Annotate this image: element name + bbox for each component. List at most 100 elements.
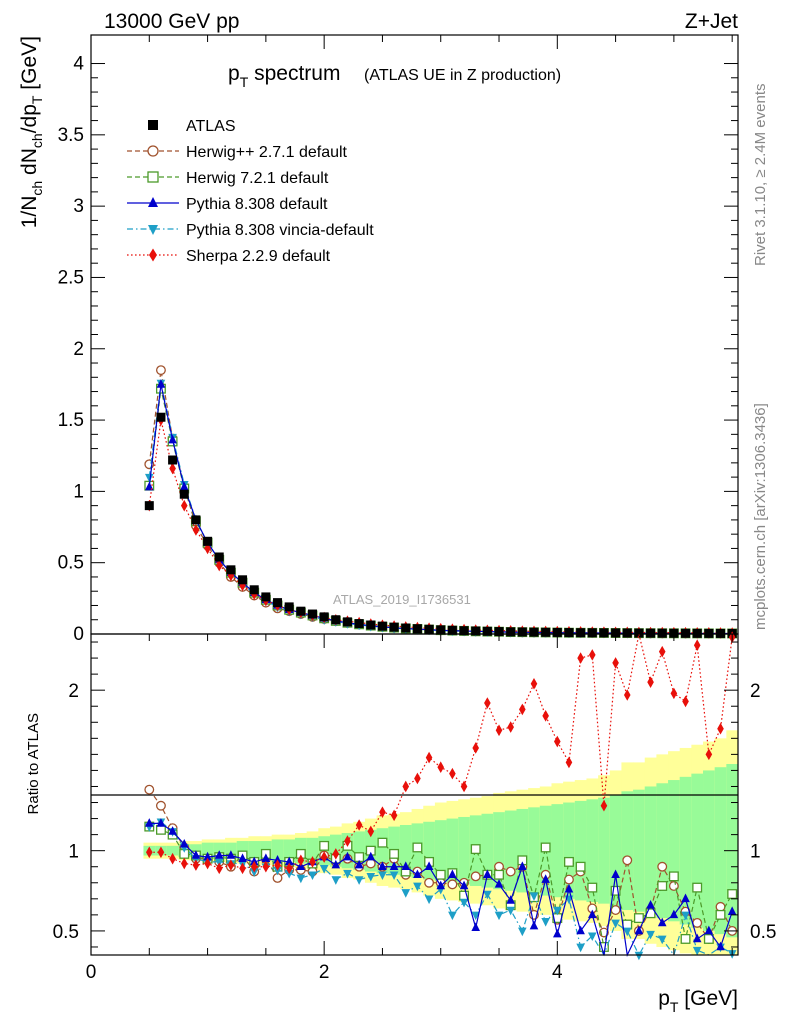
- point-atlas: [342, 617, 352, 627]
- point-herwig7: [633, 913, 644, 924]
- point-herwig7: [564, 856, 574, 867]
- point-herwig7: [715, 909, 726, 920]
- legend-entry-herwig7: Herwig 7.2.1 default: [127, 170, 329, 187]
- point-vincia: [424, 895, 434, 905]
- band-inner: [574, 800, 587, 901]
- point-atlas: [471, 626, 481, 636]
- band-inner: [703, 770, 716, 931]
- point-atlas: [168, 455, 178, 465]
- point-pythia: [576, 925, 585, 935]
- point-vincia: [634, 951, 644, 961]
- point-vincia: [529, 892, 539, 901]
- point-sherpa: [227, 859, 235, 871]
- point-vincia: [459, 898, 469, 908]
- point-herwigpp: [470, 871, 481, 882]
- mcplots-label: mcplots.cern.ch [arXiv:1306.3436]: [752, 403, 769, 630]
- point-atlas: [459, 626, 469, 636]
- point-sherpa: [169, 852, 176, 865]
- title-note: (ATLAS UE in Z production): [364, 67, 561, 84]
- point-atlas: [634, 628, 644, 638]
- point-pythia: [587, 909, 597, 919]
- point-herwig7: [703, 934, 714, 944]
- band-inner: [691, 773, 704, 928]
- point-pythia: [331, 859, 341, 869]
- point-pythia: [378, 861, 387, 871]
- main-y-ticks: 0 0.5 1 1.5 2 2.5 3 3.5 4: [58, 35, 738, 645]
- point-sherpa: [577, 652, 584, 664]
- point-herwig7: [540, 842, 551, 853]
- band-inner: [644, 786, 657, 915]
- point-atlas: [704, 628, 714, 638]
- point-sherpa: [250, 860, 258, 873]
- point-herwigpp: [692, 917, 703, 928]
- ratio-data-marks: [144, 631, 738, 961]
- legend-entry-herwigpp: Herwig++ 2.7.1 default: [127, 144, 348, 161]
- point-sherpa: [402, 780, 410, 793]
- point-sherpa: [693, 639, 701, 652]
- point-pythia: [238, 853, 247, 862]
- band-inner: [586, 799, 599, 903]
- point-herwigpp: [564, 874, 574, 885]
- x-tick-label: 0: [86, 962, 97, 983]
- point-atlas: [611, 628, 621, 638]
- point-vincia: [692, 946, 702, 956]
- point-pythia: [284, 856, 294, 866]
- point-pythia: [634, 925, 644, 935]
- band-inner: [633, 789, 646, 912]
- ratio-y-tick-label-right: 0.5: [750, 922, 776, 943]
- point-herwigpp: [610, 905, 621, 916]
- legend-marker-pythia: [148, 197, 158, 207]
- series-line-vincia: [149, 821, 733, 957]
- point-sherpa: [588, 649, 596, 661]
- analysis-watermark: ATLAS_2019_I1736531: [333, 592, 471, 607]
- point-pythia: [179, 481, 189, 491]
- band-inner: [551, 804, 564, 898]
- point-sherpa: [239, 579, 246, 592]
- point-vincia: [471, 911, 481, 921]
- ratio-panel: 0.5 0.5 1 1 2 2 0 2 4: [53, 631, 776, 983]
- point-atlas: [238, 575, 248, 585]
- point-sherpa: [472, 742, 480, 754]
- point-atlas: [587, 628, 597, 638]
- point-atlas: [494, 627, 504, 637]
- point-herwigpp: [155, 800, 166, 811]
- point-sherpa: [332, 848, 340, 860]
- point-pythia: [413, 869, 422, 879]
- point-atlas: [296, 606, 306, 616]
- point-vincia: [657, 935, 667, 945]
- point-sherpa: [157, 846, 165, 859]
- point-sherpa: [449, 767, 456, 780]
- point-vincia: [413, 882, 422, 892]
- point-pythia: [273, 855, 282, 864]
- y-tick-label: 3.5: [58, 125, 84, 146]
- point-vincia: [553, 906, 562, 916]
- x-tick-label: 2: [319, 962, 330, 983]
- point-sherpa: [682, 695, 689, 708]
- legend-marker-atlas: [148, 120, 158, 130]
- point-atlas: [273, 598, 283, 608]
- point-atlas: [436, 625, 446, 635]
- point-herwig7: [692, 882, 703, 893]
- point-sherpa: [554, 735, 561, 748]
- point-sherpa: [600, 799, 608, 812]
- point-pythia: [168, 434, 177, 444]
- point-vincia: [144, 473, 154, 483]
- point-vincia: [506, 906, 515, 916]
- point-vincia: [576, 943, 585, 953]
- point-sherpa: [262, 860, 270, 873]
- point-atlas: [401, 623, 411, 633]
- rivet-label: Rivet 3.1.10, ≥ 2.4M events: [752, 84, 769, 267]
- point-pythia: [541, 874, 550, 883]
- point-vincia: [622, 927, 632, 937]
- point-herwig7: [435, 869, 446, 880]
- ratio-y-tick-label-left: 2: [68, 681, 79, 702]
- point-vincia: [308, 871, 317, 881]
- point-vincia: [389, 871, 399, 881]
- point-atlas: [191, 515, 201, 525]
- main-panel: 0 0.5 1 1.5 2 2.5 3 3.5 4: [58, 34, 739, 645]
- band-inner: [434, 820, 448, 882]
- legend-label-sherpa: Sherpa 2.2.9 default: [186, 248, 331, 265]
- point-pythia: [727, 906, 737, 915]
- y-tick-label: 3: [73, 196, 84, 217]
